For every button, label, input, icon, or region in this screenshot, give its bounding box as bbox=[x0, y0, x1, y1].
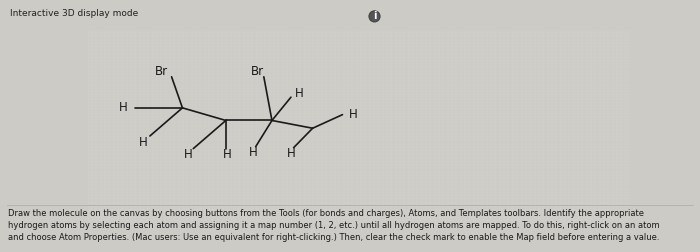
Text: H: H bbox=[183, 148, 192, 161]
Text: H: H bbox=[248, 146, 258, 159]
Text: H: H bbox=[349, 108, 358, 121]
Text: Br: Br bbox=[251, 66, 264, 78]
Text: H: H bbox=[286, 147, 295, 160]
Text: Interactive 3D display mode: Interactive 3D display mode bbox=[10, 9, 139, 18]
Text: H: H bbox=[223, 148, 231, 161]
Circle shape bbox=[369, 11, 380, 22]
Text: H: H bbox=[139, 136, 148, 149]
Text: H: H bbox=[119, 101, 127, 114]
Text: i: i bbox=[372, 11, 377, 21]
Text: and choose Atom Properties. (Mac users: Use an equivalent for right-clicking.) T: and choose Atom Properties. (Mac users: … bbox=[8, 233, 659, 242]
Text: H: H bbox=[295, 87, 304, 100]
Text: hydrogen atoms by selecting each atom and assigning it a map number (1, 2, etc.): hydrogen atoms by selecting each atom an… bbox=[8, 221, 659, 230]
Text: Br: Br bbox=[155, 66, 169, 78]
Text: Draw the molecule on the canvas by choosing buttons from the Tools (for bonds an: Draw the molecule on the canvas by choos… bbox=[8, 209, 644, 218]
